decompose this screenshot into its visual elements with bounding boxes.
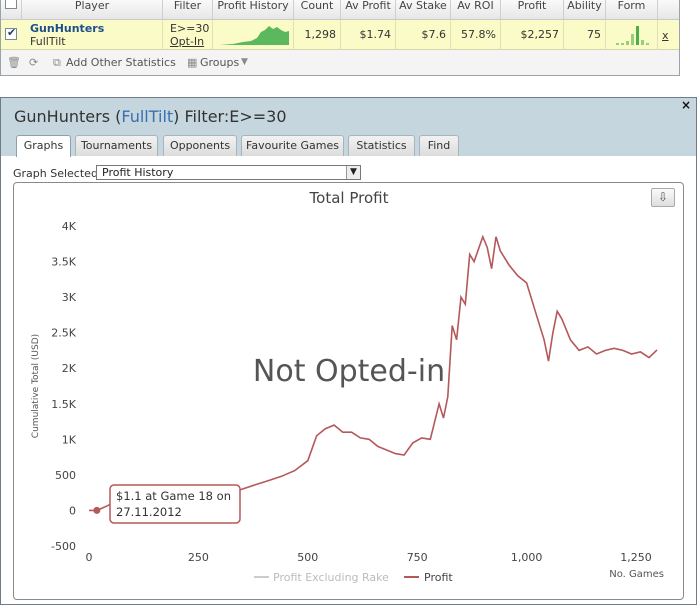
trash-icon[interactable]: 🗑	[7, 56, 21, 69]
cell-player	[22, 20, 163, 50]
cell-profit-history	[213, 20, 294, 50]
title-player: GunHunters (	[14, 107, 122, 126]
panel-tabs: Graphs Tournaments Opponents Favourite G…	[1, 134, 696, 157]
chart-watermark: Not Opted-in	[253, 354, 445, 389]
groups-icon: ▦	[187, 56, 198, 69]
x-tick-label: 1,000	[511, 551, 543, 564]
x-tick-label: 500	[297, 551, 318, 564]
y-tick-label: 500	[55, 469, 76, 482]
header-count[interactable]: Count	[294, 0, 341, 20]
x-tick-label: 0	[86, 551, 93, 564]
y-tick-label: 4K	[62, 220, 77, 233]
panel-title: GunHunters (FullTilt) Filter:E>=30	[14, 107, 287, 126]
y-tick-label: 2.5K	[51, 327, 76, 340]
header-player[interactable]: Player	[22, 0, 163, 20]
y-tick-label: -500	[51, 540, 76, 553]
header-profit-history[interactable]: Profit History	[213, 0, 294, 20]
graph-select-value: Profit History	[102, 166, 174, 179]
stats-table: Player Filter Profit History Count Av Pr…	[0, 0, 680, 76]
x-tick-label: 250	[188, 551, 209, 564]
select-all-column	[1, 0, 22, 20]
header-profit[interactable]: Profit	[501, 0, 564, 20]
cell-form	[606, 20, 658, 50]
panel-title-bar: GunHunters (FullTilt) Filter:E>=30 ×	[1, 98, 696, 134]
y-tick-label: 1K	[62, 433, 77, 446]
y-axis-label: Cumulative Total (USD)	[31, 334, 41, 438]
header-spacer	[658, 0, 679, 20]
cell-av-roi: 57.8%	[451, 20, 501, 50]
cell-av-stake: $7.6	[396, 20, 451, 50]
tab-statistics[interactable]: Statistics	[348, 135, 415, 156]
tab-opponents[interactable]: Opponents	[163, 135, 237, 156]
header-av-profit[interactable]: Av Profit	[341, 0, 396, 20]
download-icon[interactable]: ⇩	[651, 188, 675, 207]
table-row[interactable]: 1,298 $1.74 $7.6 57.8% $2,257 75	[1, 20, 679, 50]
profit-chart: Total Profit -500 0 500 1K 1.5K 2K 2.5K 3K 3.5K 4K…	[31, 189, 664, 584]
cell-profit: $2,257	[501, 20, 564, 50]
legend-profit: Profit	[424, 571, 453, 584]
x-tick-label: 1,250	[620, 551, 652, 564]
groups-button[interactable]: Groups	[200, 56, 240, 69]
graph-selected-label: Graph Selected:	[13, 167, 102, 180]
opt-in-link[interactable]: Opt-In	[170, 35, 205, 48]
tooltip-line-2: 27.11.2012	[116, 505, 182, 519]
x-axis-label: No. Games	[609, 569, 664, 580]
header-av-stake[interactable]: Av Stake	[396, 0, 451, 20]
tab-favourite-games[interactable]: Favourite Games	[241, 135, 344, 156]
add-stats-icon: ⧉	[53, 56, 61, 69]
y-tick-label: 1.5K	[51, 398, 76, 411]
highlight-point	[93, 506, 101, 514]
player-panel: GunHunters (FullTilt) Filter:E>=30 × Gra…	[0, 97, 697, 605]
profit-history-sparkline	[219, 26, 289, 45]
tooltip-box	[109, 484, 241, 524]
title-filter: ) Filter:E>=30	[173, 107, 287, 126]
y-tick-label: 3.5K	[51, 256, 76, 269]
chart-container: Total Profit -500 0 500 1K 1.5K 2K 2.5K 3K 3.5K 4K…	[13, 182, 684, 600]
title-site-link[interactable]: FullTilt	[121, 107, 174, 126]
filter-value: E>=30	[170, 22, 210, 35]
y-tick-label: 3K	[62, 291, 77, 304]
graph-select-dropdown[interactable]: Profit History ▼	[96, 165, 361, 180]
cell-ability: 75	[564, 20, 606, 50]
select-all-checkbox[interactable]	[5, 0, 17, 9]
table-header: Player Filter Profit History Count Av Pr…	[1, 0, 679, 20]
close-icon[interactable]: ×	[680, 98, 691, 112]
player-name-link[interactable]: GunHunters	[30, 22, 105, 35]
chevron-down-icon[interactable]: ▼	[346, 166, 360, 179]
add-other-statistics-button[interactable]: Add Other Statistics	[66, 56, 176, 69]
cell-filter	[163, 20, 213, 50]
x-tick-label: 750	[407, 551, 428, 564]
tab-tournaments[interactable]: Tournaments	[75, 135, 158, 156]
chart-title: Total Profit	[309, 189, 389, 207]
chevron-down-icon[interactable]: ▼	[241, 57, 248, 67]
header-form[interactable]: Form	[606, 0, 658, 20]
row-checkbox[interactable]	[5, 26, 17, 40]
cell-av-profit: $1.74	[341, 20, 396, 50]
y-tick-label: 2K	[62, 362, 77, 375]
remove-row-button[interactable]: x	[662, 29, 669, 42]
header-filter[interactable]: Filter	[163, 0, 213, 20]
cell-count: 1,298	[294, 20, 341, 50]
y-tick-label: 0	[69, 504, 76, 517]
tab-graphs[interactable]: Graphs	[16, 135, 71, 157]
tab-find[interactable]: Find	[419, 135, 459, 156]
header-ability[interactable]: Ability	[564, 0, 606, 20]
form-bars	[616, 26, 649, 45]
tooltip-line-1: $1.1 at Game 18 on	[116, 489, 231, 503]
refresh-icon[interactable]: ⟳	[29, 56, 39, 69]
header-av-roi[interactable]: Av ROI	[451, 0, 501, 20]
table-toolbar: 🗑 ⟳ ⧉ Add Other Statistics ▦ Groups ▼	[1, 51, 679, 75]
player-site: FullTilt	[30, 35, 66, 48]
legend-profit-excluding-rake: Profit Excluding Rake	[273, 571, 389, 584]
